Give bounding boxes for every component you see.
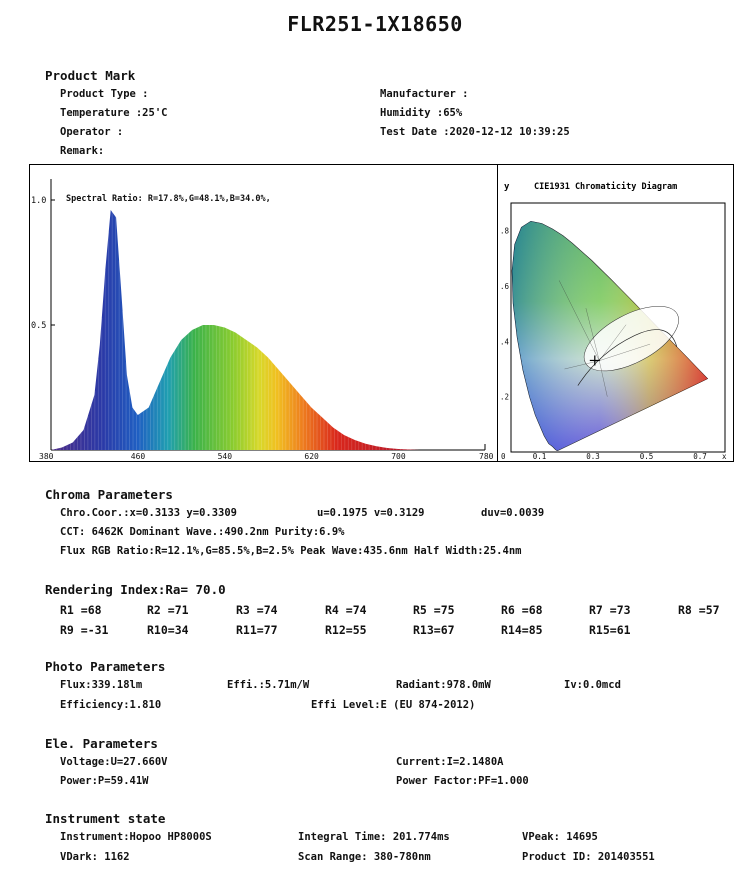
cie-planckian-locus — [577, 329, 678, 386]
humidity: Humidity :65% — [380, 107, 463, 119]
cie-x-tick-label: x — [722, 452, 727, 461]
spectrum-x-tick-label: 540 — [218, 452, 233, 461]
rendering-value: R5 =75 — [413, 603, 455, 617]
spectrum-x-tick-label: 380 — [39, 452, 54, 461]
cie-region-line — [599, 360, 608, 397]
rendering-value: R2 =71 — [147, 603, 189, 617]
rendering-value: R11=77 — [236, 623, 278, 637]
spectrum-x-tick-label: 460 — [131, 452, 146, 461]
temperature: Temperature :25'C — [60, 107, 168, 119]
ele-current: Current:I=2.1480A — [396, 756, 504, 768]
chroma-duv: duv=0.0039 — [481, 507, 545, 519]
cie-region-line — [558, 280, 600, 361]
instrument-heading: Instrument state — [45, 811, 166, 826]
spectrum-x-tick-label: 780 — [479, 452, 494, 461]
spectrum-x-tick-label: 620 — [304, 452, 319, 461]
ele-power: Power:P=59.41W — [60, 775, 149, 787]
product-mark-heading: Product Mark — [45, 68, 136, 83]
photo-effi-level: Effi Level:E (EU 874-2012) — [311, 699, 476, 711]
spectral-ratio-label: Spectral Ratio: R=17.8%,G=48.1%,B=34.0%, — [66, 193, 271, 204]
cie-diagram-panel: y CIE1931 Chromaticity Diagram .8 .6 .4 .2 0… — [497, 164, 734, 462]
rendering-value: R14=85 — [501, 623, 543, 637]
chroma-coordinates: Chro.Coor.:x=0.3133 y=0.3309 — [60, 507, 238, 519]
cie-region-line — [599, 343, 651, 361]
spectrum-y-tick-label: 1.0 — [31, 196, 46, 206]
cie-diagram: y CIE1931 Chromaticity Diagram .8 .6 .4 .2 0… — [500, 181, 727, 461]
instrument-vdark: VDark: 1162 — [60, 851, 130, 863]
rendering-value: R13=67 — [413, 623, 455, 637]
chroma-uv: u=0.1975 v=0.3129 — [317, 507, 425, 519]
rendering-heading: Rendering Index:Ra= 70.0 — [45, 582, 226, 597]
cie-x-tick-label: 0 — [501, 452, 506, 461]
spectrum-chart: Spectral Ratio: R=17.8%,G=48.1%,B=34.0%,… — [31, 179, 494, 461]
cie-y-tick-label: .4 — [500, 337, 510, 346]
rendering-value: R9 =-31 — [60, 623, 109, 637]
spectrum-x-tick-label: 700 — [391, 452, 406, 461]
photo-flux: Flux:339.18lm — [60, 679, 143, 691]
instrument-product-id: Product ID: 201403551 — [522, 851, 655, 863]
chroma-cct-line: CCT: 6462K Dominant Wave.:490.2nm Purity… — [60, 526, 345, 538]
cie-region-line — [599, 324, 627, 361]
cie-y-tick-label: .6 — [500, 282, 510, 291]
rendering-value: R12=55 — [325, 623, 367, 637]
ele-heading: Ele. Parameters — [45, 736, 158, 751]
photo-heading: Photo Parameters — [45, 659, 166, 674]
cie-x-tick-label: 0.1 — [533, 452, 547, 461]
cie-y-tick-label: .8 — [500, 227, 510, 236]
instrument-scan-range: Scan Range: 380-780nm — [298, 851, 431, 863]
photo-radiant: Radiant:978.0mW — [396, 679, 491, 691]
instrument-name: Instrument:Hopoo HP8000S — [60, 831, 212, 843]
rendering-value: R8 =57 — [678, 603, 720, 617]
photo-efficiency: Efficiency:1.810 — [60, 699, 162, 711]
instrument-integral-time: Integral Time: 201.774ms — [298, 831, 450, 843]
cie-region-line — [585, 308, 600, 361]
spectrum-stripes — [52, 212, 419, 450]
cie-title: CIE1931 Chromaticity Diagram — [534, 181, 677, 192]
rendering-value: R7 =73 — [589, 603, 631, 617]
operator: Operator : — [60, 126, 124, 138]
rendering-value: R4 =74 — [325, 603, 367, 617]
spectrum-y-tick-label: 0.5 — [31, 321, 46, 331]
cie-x-tick-label: 0.5 — [640, 452, 654, 461]
cie-y-tick-label: .2 — [500, 393, 509, 402]
cie-y-axis-label: y — [504, 182, 510, 192]
cie-x-tick-label: 0.3 — [586, 452, 600, 461]
cie-region-line — [564, 360, 600, 370]
rendering-value: R3 =74 — [236, 603, 278, 617]
photo-effi: Effi.:5.71m/W — [227, 679, 310, 691]
cie-white-region — [583, 305, 679, 372]
product-type: Product Type : — [60, 88, 149, 100]
ele-power-factor: Power Factor:PF=1.000 — [396, 775, 529, 787]
rendering-value: R10=34 — [147, 623, 189, 637]
spectrum-chart-panel: Spectral Ratio: R=17.8%,G=48.1%,B=34.0%,… — [29, 164, 498, 462]
rendering-value: R1 =68 — [60, 603, 102, 617]
report-title: FLR251-1X18650 — [287, 12, 463, 36]
cie-plot-frame — [510, 202, 726, 453]
remark: Remark: — [60, 145, 105, 157]
cie-x-tick-label: 0.7 — [693, 452, 707, 461]
test-date: Test Date :2020-12-12 10:39:25 — [380, 126, 570, 138]
rendering-value: R15=61 — [589, 623, 631, 637]
chroma-flux-line: Flux RGB Ratio:R=12.1%,G=85.5%,B=2.5% Pe… — [60, 545, 522, 557]
photo-iv: Iv:0.0mcd — [564, 679, 621, 691]
spectrum-curve — [51, 210, 420, 450]
manufacturer: Manufacturer : — [380, 88, 469, 100]
instrument-vpeak: VPeak: 14695 — [522, 831, 598, 843]
chroma-heading: Chroma Parameters — [45, 487, 173, 502]
ele-voltage: Voltage:U=27.660V — [60, 756, 168, 768]
rendering-value: R6 =68 — [501, 603, 543, 617]
